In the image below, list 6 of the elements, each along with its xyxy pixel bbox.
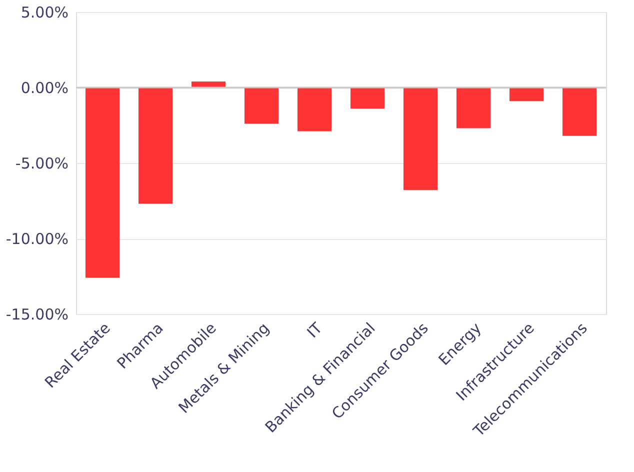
y-tick-label: 5.00% (20, 4, 68, 22)
y-tick-label: -5.00% (15, 154, 68, 172)
y-tick-label: 0.00% (20, 79, 68, 97)
y-tick-label: -15.00% (6, 306, 68, 324)
x-tick-label: IT (303, 318, 326, 342)
y-tick-label: -10.00% (6, 230, 68, 248)
